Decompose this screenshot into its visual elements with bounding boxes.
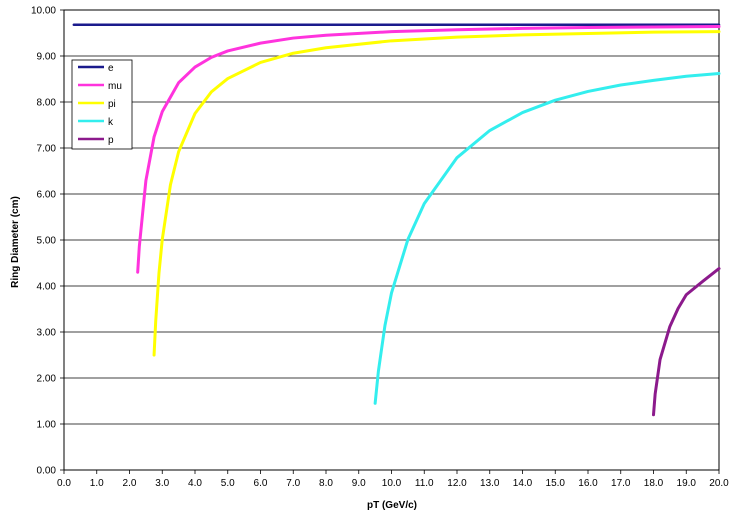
legend-items: e mu pi kp <box>78 63 122 146</box>
x-tick-label: 9.0 <box>352 478 366 489</box>
x-tick-label: 7.0 <box>286 478 300 489</box>
legend-box <box>71 59 133 150</box>
y-tick-label: 7.00 <box>37 144 57 155</box>
y-axis-title: Ring Diameter (cm) <box>10 196 21 288</box>
x-tick-label: 2.0 <box>123 478 137 489</box>
series-line-p <box>652 267 721 417</box>
legend-label-mu: mu <box>108 81 122 92</box>
y-tick-label: 2.00 <box>37 374 57 385</box>
x-tick-label: 14.0 <box>513 478 533 489</box>
y-tick-label: 0.00 <box>37 466 57 477</box>
x-tick-label: 15.0 <box>546 478 566 489</box>
legend-label-p: p <box>108 135 114 146</box>
x-tick-label: 10.0 <box>382 478 402 489</box>
y-tick-label: 9.00 <box>37 52 57 63</box>
y-tick-label: 8.00 <box>37 98 57 109</box>
x-tick-label: 1.0 <box>90 478 104 489</box>
y-tick-label: 10.00 <box>31 6 56 17</box>
y-tick-label: 1.00 <box>37 420 57 431</box>
series-line-k <box>373 71 721 405</box>
series-lines <box>72 23 721 417</box>
x-tick-label: 6.0 <box>254 478 268 489</box>
x-tick-labels: 0.0 1.0 2.0 3.0 4.0 5.0 6.0 7.0 8.0 9.0 10.0 11.0 12… <box>57 470 729 489</box>
x-tick-label: 3.0 <box>155 478 169 489</box>
gridlines <box>64 55 719 425</box>
y-tick-label: 5.00 <box>37 236 57 247</box>
series-line-pi <box>152 30 721 357</box>
legend-label-e: e <box>108 63 114 74</box>
x-tick-label: 12.0 <box>447 478 467 489</box>
x-tick-label: 8.0 <box>319 478 333 489</box>
y-tick-label: 3.00 <box>37 328 57 339</box>
legend: e mu pi kp <box>71 59 133 150</box>
x-tick-label: 5.0 <box>221 478 235 489</box>
x-tick-label: 13.0 <box>480 478 500 489</box>
x-tick-label: 4.0 <box>188 478 202 489</box>
y-tick-label: 6.00 <box>37 190 57 201</box>
x-tick-label: 18.0 <box>644 478 664 489</box>
x-tick-label: 16.0 <box>578 478 598 489</box>
y-tick-labels: 0.00 1.00 2.00 3.00 4.00 5.00 6.00 7.00 8.00 9.00… <box>31 6 64 477</box>
series-line-mu <box>136 25 721 274</box>
x-tick-label: 17.0 <box>611 478 631 489</box>
x-axis-title: pT (GeV/c) <box>367 500 417 511</box>
x-tick-label: 20.0 <box>709 478 729 489</box>
x-tick-label: 11.0 <box>415 478 434 489</box>
legend-label-pi: pi <box>108 99 116 110</box>
y-tick-label: 4.00 <box>37 282 57 293</box>
x-tick-label: 0.0 <box>57 478 71 489</box>
legend-label-k: k <box>108 117 114 128</box>
x-tick-label: 19.0 <box>677 478 697 489</box>
